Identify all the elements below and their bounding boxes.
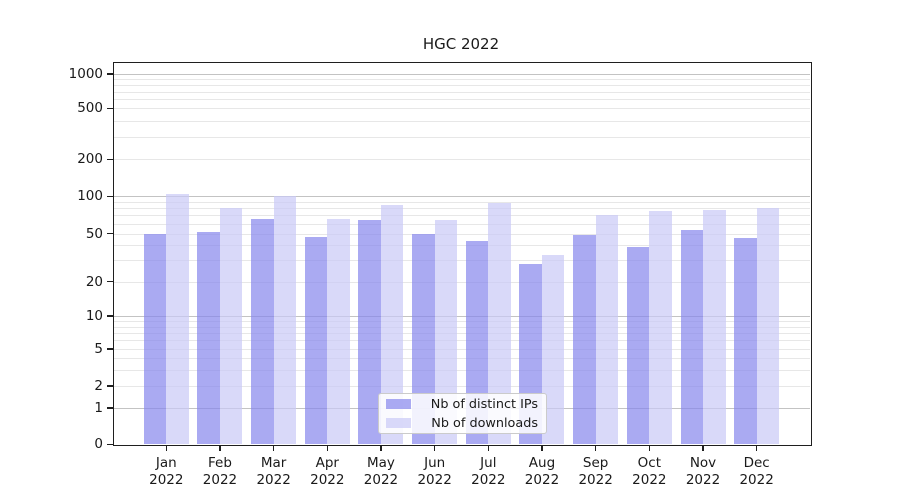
x-tick-label-mar: Mar 2022 [256,455,291,488]
x-tick-label-oct: Oct 2022 [632,455,667,488]
y-tick-label-2: 2 [94,378,103,394]
minor-gridline-80 [114,208,810,210]
bar-downloads-jan [166,193,189,444]
y-tick-label-0: 0 [94,436,103,453]
x-tick-label-jul: Jul 2022 [471,455,506,488]
x-tick-label-jun: Jun 2022 [417,455,452,488]
y-tick-5 [106,348,114,350]
x-tick-dec [756,445,758,451]
minor-gridline-70 [114,215,810,217]
bar-downloads-nov [703,209,726,444]
bar-distinct-ips-mar [251,218,274,444]
legend-row-downloads: Nb of downloads [386,416,538,431]
y-tick-0 [106,443,114,446]
x-tick-label-sep: Sep 2022 [578,455,613,488]
bar-distinct-ips-nov [680,230,703,444]
x-tick-jul [487,445,490,451]
y-tick-label-500: 500 [77,100,103,117]
x-tick-feb [219,445,221,451]
bar-downloads-dec [756,207,780,444]
y-tick-200 [106,158,114,160]
minor-gridline-5 [114,349,810,350]
bar-downloads-mar [273,195,297,444]
minor-gridline-3 [114,369,810,371]
y-tick-10 [106,315,114,317]
chart-title: HGC 2022 [422,35,500,53]
y-tick-label-200: 200 [77,151,103,168]
bar-distinct-ips-sep [573,234,596,444]
y-tick-500 [106,107,114,109]
major-gridline-10 [114,316,810,317]
y-tick-20 [106,281,114,283]
y-tick-label-1000: 1000 [68,66,103,82]
minor-gridline-300 [114,136,810,138]
plot-area-border [113,62,812,446]
minor-gridline-9 [114,321,810,323]
x-tick-label-apr: Apr 2022 [310,455,345,488]
x-tick-may [380,445,382,451]
y-tick-100 [106,195,114,197]
y-tick-50 [106,232,114,235]
minor-gridline-500 [114,108,810,110]
x-tick-label-feb: Feb 2022 [202,455,238,488]
legend-swatch-distinct-ips [386,399,411,409]
minor-gridline-600 [114,99,810,101]
x-tick-mar [273,445,275,451]
minor-gridline-90 [114,201,810,203]
legend: Nb of distinct IPs Nb of downloads [378,393,547,434]
minor-gridline-400 [114,120,810,122]
x-tick-sep [595,445,597,451]
bar-distinct-ips-oct [626,246,650,444]
bar-distinct-ips-jan [143,233,167,444]
bar-downloads-apr [327,218,350,444]
bar-distinct-ips-feb [197,232,220,444]
y-tick-label-1: 1 [94,400,103,416]
minor-gridline-60 [114,223,810,225]
bar-downloads-sep [595,215,619,444]
minor-gridline-2 [114,386,810,387]
y-tick-2 [106,385,114,387]
x-tick-oct [648,445,651,451]
bar-downloads-feb [219,207,243,444]
x-tick-label-dec: Dec 2022 [739,455,774,488]
major-gridline-100 [114,196,810,198]
legend-swatch-downloads [386,418,411,428]
y-tick-1000 [106,73,114,75]
minor-gridline-4 [114,358,810,359]
minor-gridline-200 [114,159,810,161]
x-tick-jan [165,445,167,451]
x-tick-apr [326,445,328,451]
bar-distinct-ips-dec [734,237,757,444]
minor-gridline-40 [114,245,810,247]
x-tick-label-nov: Nov 2022 [685,455,721,488]
minor-gridline-7 [114,332,810,334]
y-tick-label-10: 10 [85,308,103,324]
legend-label-downloads: Nb of downloads [431,415,538,431]
bar-distinct-ips-apr [304,236,328,444]
minor-gridline-8 [114,326,810,328]
x-tick-nov [702,445,704,451]
y-tick-label-20: 20 [85,273,103,290]
minor-gridline-700 [114,91,810,93]
minor-gridline-800 [114,85,810,87]
y-tick-1 [106,407,114,409]
y-tick-label-100: 100 [77,188,103,205]
legend-label-distinct-ips: Nb of distinct IPs [430,396,538,412]
x-tick-jun [434,445,436,451]
y-tick-label-50: 50 [85,225,103,242]
minor-gridline-50 [114,233,810,235]
y-tick-label-5: 5 [94,341,103,357]
x-tick-label-jan: Jan 2022 [149,455,184,488]
x-tick-label-may: May 2022 [363,455,399,488]
bar-downloads-oct [649,211,672,444]
minor-gridline-6 [114,340,810,342]
x-tick-aug [541,445,543,451]
major-gridline-1000 [114,74,810,75]
legend-row-distinct-ips: Nb of distinct IPs [386,397,538,412]
minor-gridline-900 [114,79,810,81]
minor-gridline-30 [114,260,810,262]
x-tick-label-aug: Aug 2022 [524,455,560,488]
minor-gridline-20 [114,281,810,283]
